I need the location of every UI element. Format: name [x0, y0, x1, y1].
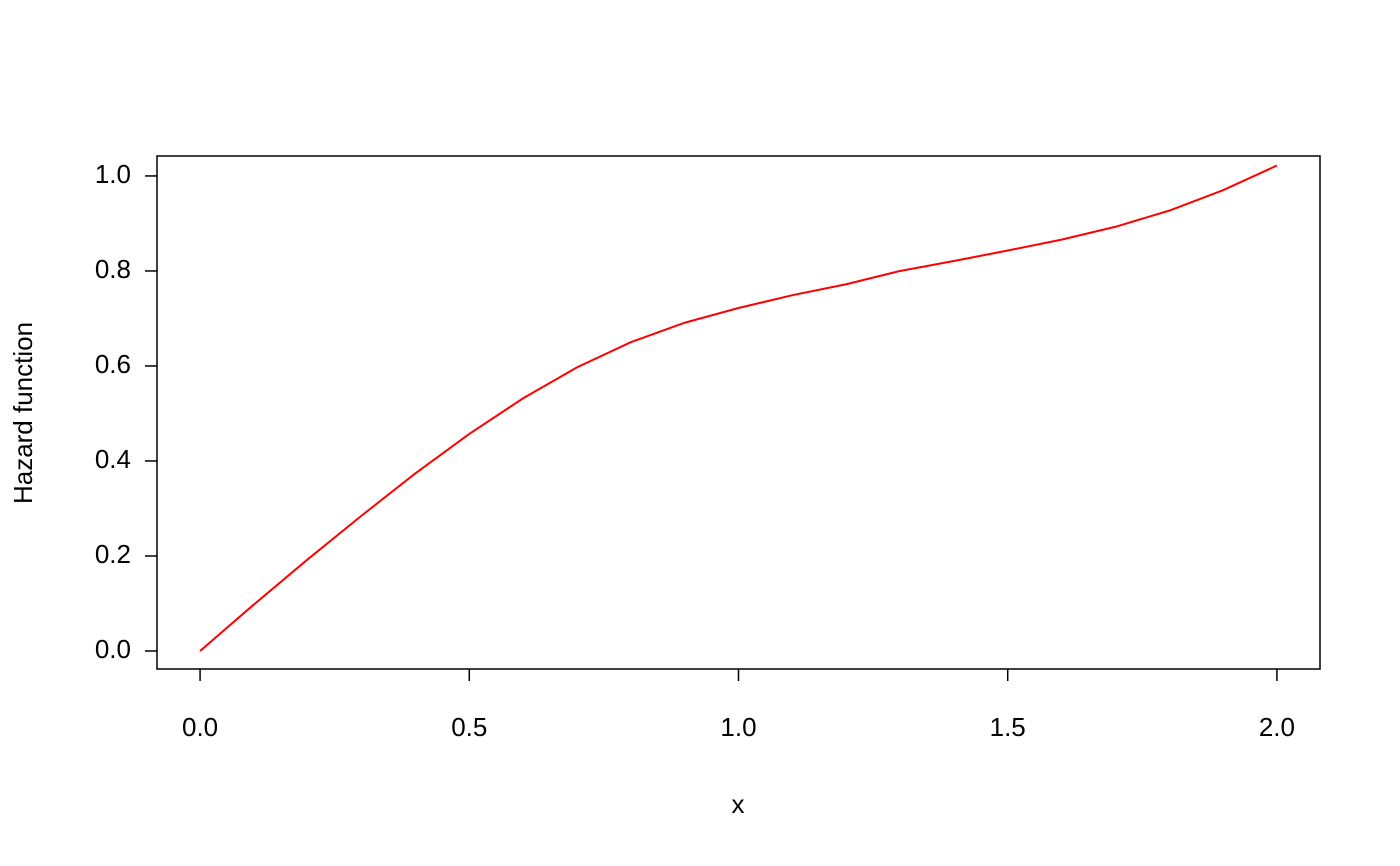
x-tick-label: 1.0: [720, 712, 756, 742]
x-tick-label: 1.5: [990, 712, 1026, 742]
y-tick-label: 0.4: [95, 444, 131, 474]
x-tick-label: 2.0: [1259, 712, 1295, 742]
y-tick-label: 0.0: [95, 634, 131, 664]
x-tick-label: 0.5: [451, 712, 487, 742]
plot-box: [156, 155, 1321, 670]
line: [199, 164, 1278, 652]
x-tick-label: 0.0: [182, 712, 218, 742]
y-axis-label: Hazard function: [8, 322, 38, 504]
y-tick-label: 0.8: [95, 254, 131, 284]
y-tick-label: 0.6: [95, 349, 131, 379]
x-axis-label: x: [732, 789, 745, 819]
y-tick-label: 1.0: [95, 159, 131, 189]
y-tick-label: 0.2: [95, 539, 131, 569]
